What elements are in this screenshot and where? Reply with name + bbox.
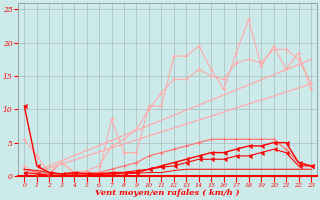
X-axis label: Vent moyen/en rafales ( km/h ): Vent moyen/en rafales ( km/h ) [95,189,240,197]
